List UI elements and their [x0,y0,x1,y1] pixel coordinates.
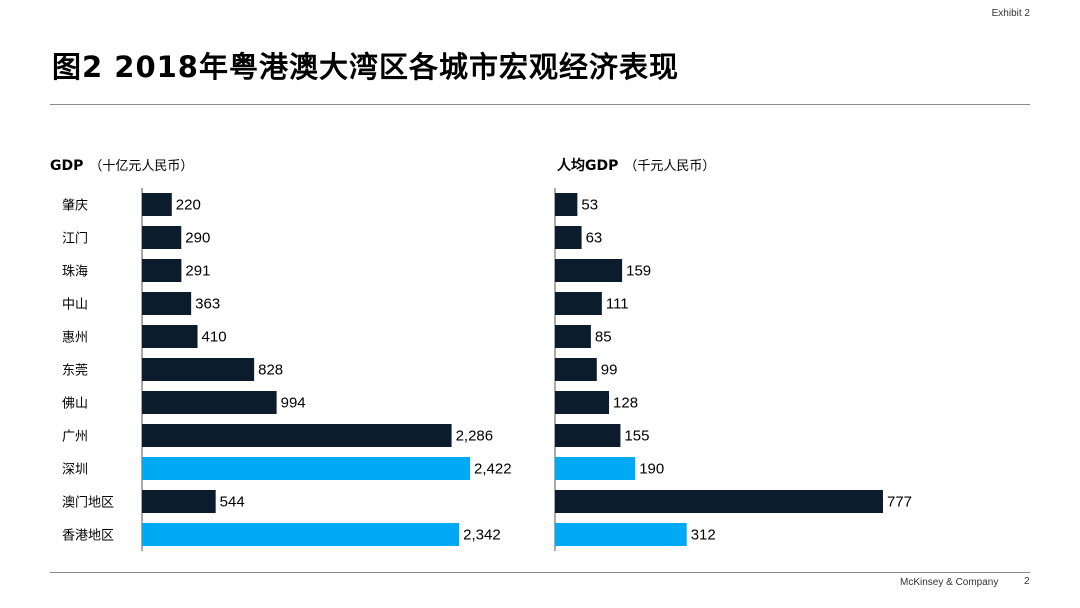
category-label: 中山 [62,298,88,313]
gdp-per-capita-value-label: 111 [606,296,629,313]
gdp-value-label: 2,286 [456,428,494,445]
gdp-value-label: 2,422 [474,461,512,478]
gdp-per-capita-value-label: 63 [586,230,603,247]
gdp-value-label: 290 [185,230,210,247]
gdp-bar [142,424,452,447]
gdp-panel-title: GDP （十亿元人民币） [50,155,193,174]
gdp-bar [142,391,277,414]
exhibit-label: Exhibit 2 [991,8,1030,19]
gdp-bar [142,523,460,546]
category-label: 肇庆 [62,199,88,214]
gdp-bar [142,292,192,315]
gdp-per-capita-bar [555,523,687,546]
gdp-bar [142,259,182,282]
gdp-per-capita-value-label: 190 [639,461,664,478]
gdp-value-label: 410 [202,329,227,346]
gdp-per-capita-value-label: 99 [601,362,618,379]
gdp-value-label: 2,342 [463,527,501,544]
category-label: 东莞 [62,364,88,379]
gdp-value-label: 828 [258,362,283,379]
gdp-per-capita-title-text: 人均GDP [557,158,619,174]
gdp-value-label: 994 [281,395,306,412]
category-label: 广州 [62,430,88,445]
gdp-per-capita-bar [555,490,883,513]
category-label: 香港地区 [62,529,114,544]
gdp-title-text: GDP [50,158,84,174]
category-label: 惠州 [62,331,88,346]
gdp-per-capita-bar [555,193,578,216]
footer-company: McKinsey & Company [900,577,999,588]
gdp-per-capita-bar [555,226,582,249]
gdp-value-label: 363 [195,296,220,313]
gdp-per-capita-value-label: 128 [613,395,638,412]
category-label: 佛山 [62,397,88,412]
gdp-per-capita-bar [555,325,591,348]
gdp-per-capita-bar [555,259,623,282]
category-label: 深圳 [62,463,88,478]
title-divider [50,104,1030,105]
gdp-bar [142,358,255,381]
gdp-per-capita-value-label: 159 [626,263,651,280]
category-label: 江门 [62,232,88,247]
category-label: 澳门地区 [62,495,114,511]
gdp-bar [142,325,198,348]
gdp-per-capita-value-label: 155 [624,428,649,445]
gdp-value-label: 291 [185,263,210,280]
gdp-unit-text: （十亿元人民币） [89,159,194,174]
gdp-bar [142,457,470,480]
gdp-bar [142,490,216,513]
page-number: 2 [1024,576,1030,587]
footer-divider [50,572,1030,573]
gdp-per-capita-bar [555,391,610,414]
gdp-value-label: 544 [220,494,245,511]
gdp-per-capita-panel-title: 人均GDP （千元人民币） [557,155,715,175]
gdp-per-capita-bar [555,358,597,381]
gdp-per-capita-bar [555,457,636,480]
page-title: 图2 2018年粤港澳大湾区各城市宏观经济表现 [52,50,679,84]
gdp-per-capita-value-label: 85 [595,329,612,346]
category-label: 珠海 [62,265,88,280]
gdp-per-capita-bar [555,292,602,315]
gdp-bar [142,226,182,249]
gdp-bar [142,193,172,216]
gdp-per-capita-value-label: 53 [581,197,598,214]
gdp-value-label: 220 [176,197,201,214]
gdp-per-capita-value-label: 312 [691,527,716,544]
gdp-per-capita-value-label: 777 [887,494,912,511]
gdp-per-capita-bar [555,424,621,447]
gdp-per-capita-unit-text: （千元人民币） [624,159,716,174]
